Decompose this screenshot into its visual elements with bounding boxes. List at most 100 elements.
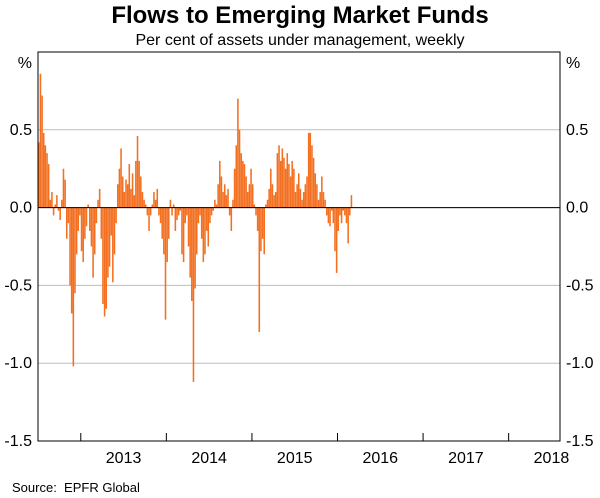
bar — [337, 207, 340, 231]
bar — [70, 207, 73, 314]
bar — [199, 207, 201, 216]
bar — [197, 207, 200, 224]
bar — [250, 168, 252, 208]
bar — [266, 199, 269, 208]
bar — [138, 160, 140, 208]
bar — [209, 207, 211, 224]
bar — [163, 207, 165, 255]
bar — [212, 207, 214, 211]
y-tick-label-left: -0.5 — [4, 277, 32, 294]
bar — [57, 207, 60, 211]
bar — [105, 207, 108, 309]
bar — [115, 207, 117, 224]
bar — [181, 207, 183, 255]
plot-frame — [37, 51, 561, 442]
bar — [217, 184, 219, 208]
bar — [298, 173, 300, 208]
bar — [253, 204, 256, 208]
bar — [311, 145, 313, 208]
bar — [263, 207, 265, 255]
bar — [340, 207, 343, 224]
bar — [187, 207, 190, 247]
bar — [151, 204, 154, 208]
bar — [210, 207, 213, 216]
bar — [261, 207, 264, 239]
bar — [177, 207, 180, 216]
bar — [260, 207, 262, 252]
bar — [69, 207, 71, 286]
bar — [281, 148, 284, 208]
bar — [322, 192, 325, 208]
bar — [49, 199, 52, 208]
bar — [118, 168, 121, 208]
bar — [256, 207, 259, 231]
y-tick-label-right: -0.5 — [566, 277, 594, 294]
bar — [223, 184, 226, 208]
bar — [329, 207, 331, 227]
bar — [220, 176, 223, 208]
y-tick-label-left: -1.5 — [4, 433, 32, 450]
bar — [312, 157, 315, 208]
bar — [184, 207, 187, 224]
bar — [131, 173, 134, 208]
bar — [195, 207, 198, 255]
bar — [204, 207, 206, 255]
bar — [339, 207, 341, 216]
bar — [274, 192, 277, 208]
bar — [116, 184, 119, 208]
bar — [245, 176, 247, 208]
bar — [123, 192, 126, 208]
bar — [317, 199, 320, 208]
y-unit-right: % — [566, 55, 580, 72]
bar — [174, 207, 177, 231]
bar — [135, 160, 137, 208]
bar — [141, 192, 144, 208]
bar — [100, 207, 103, 239]
bar — [240, 153, 242, 208]
bar — [238, 129, 241, 208]
bar — [319, 192, 321, 208]
bar — [200, 207, 203, 239]
bar — [161, 207, 163, 239]
source-text: EPFR Global — [64, 480, 140, 495]
bar — [349, 207, 351, 216]
bar — [108, 207, 111, 267]
bar — [144, 204, 147, 208]
bar — [41, 95, 43, 208]
bar — [205, 207, 208, 231]
axis-labels: -1.5 -1.5 -1.0 -1.0 -0.5 -0.5 0.0 0.0 0.5 0.5% % 20… — [4, 55, 593, 467]
bar — [102, 207, 104, 305]
bar — [85, 207, 88, 227]
bar — [61, 199, 63, 208]
bar — [246, 192, 249, 208]
bar — [334, 207, 336, 252]
bar — [120, 148, 122, 208]
bar — [299, 188, 302, 208]
bar — [225, 195, 228, 208]
bar — [130, 188, 132, 208]
bar — [164, 207, 167, 320]
bar — [158, 207, 160, 216]
bar — [186, 207, 188, 216]
bar — [248, 184, 251, 208]
bar — [140, 176, 142, 208]
x-tick-label: 2015 — [277, 450, 313, 467]
bar — [121, 176, 124, 208]
bar — [316, 184, 318, 208]
bar — [347, 207, 349, 244]
y-tick-label-right: 0.0 — [566, 200, 588, 217]
x-tick-label: 2017 — [448, 450, 484, 467]
bar — [304, 184, 307, 208]
bar — [273, 195, 275, 208]
y-tick-label-left: 0.5 — [10, 122, 32, 139]
bar — [172, 204, 175, 208]
x-tick-label: 2016 — [362, 450, 398, 467]
bar — [189, 207, 191, 278]
bar — [51, 192, 53, 208]
bar — [321, 176, 323, 208]
x-tick-label: 2018 — [534, 450, 570, 467]
bar — [278, 145, 280, 208]
bar — [65, 207, 68, 239]
plot-border — [37, 51, 561, 442]
